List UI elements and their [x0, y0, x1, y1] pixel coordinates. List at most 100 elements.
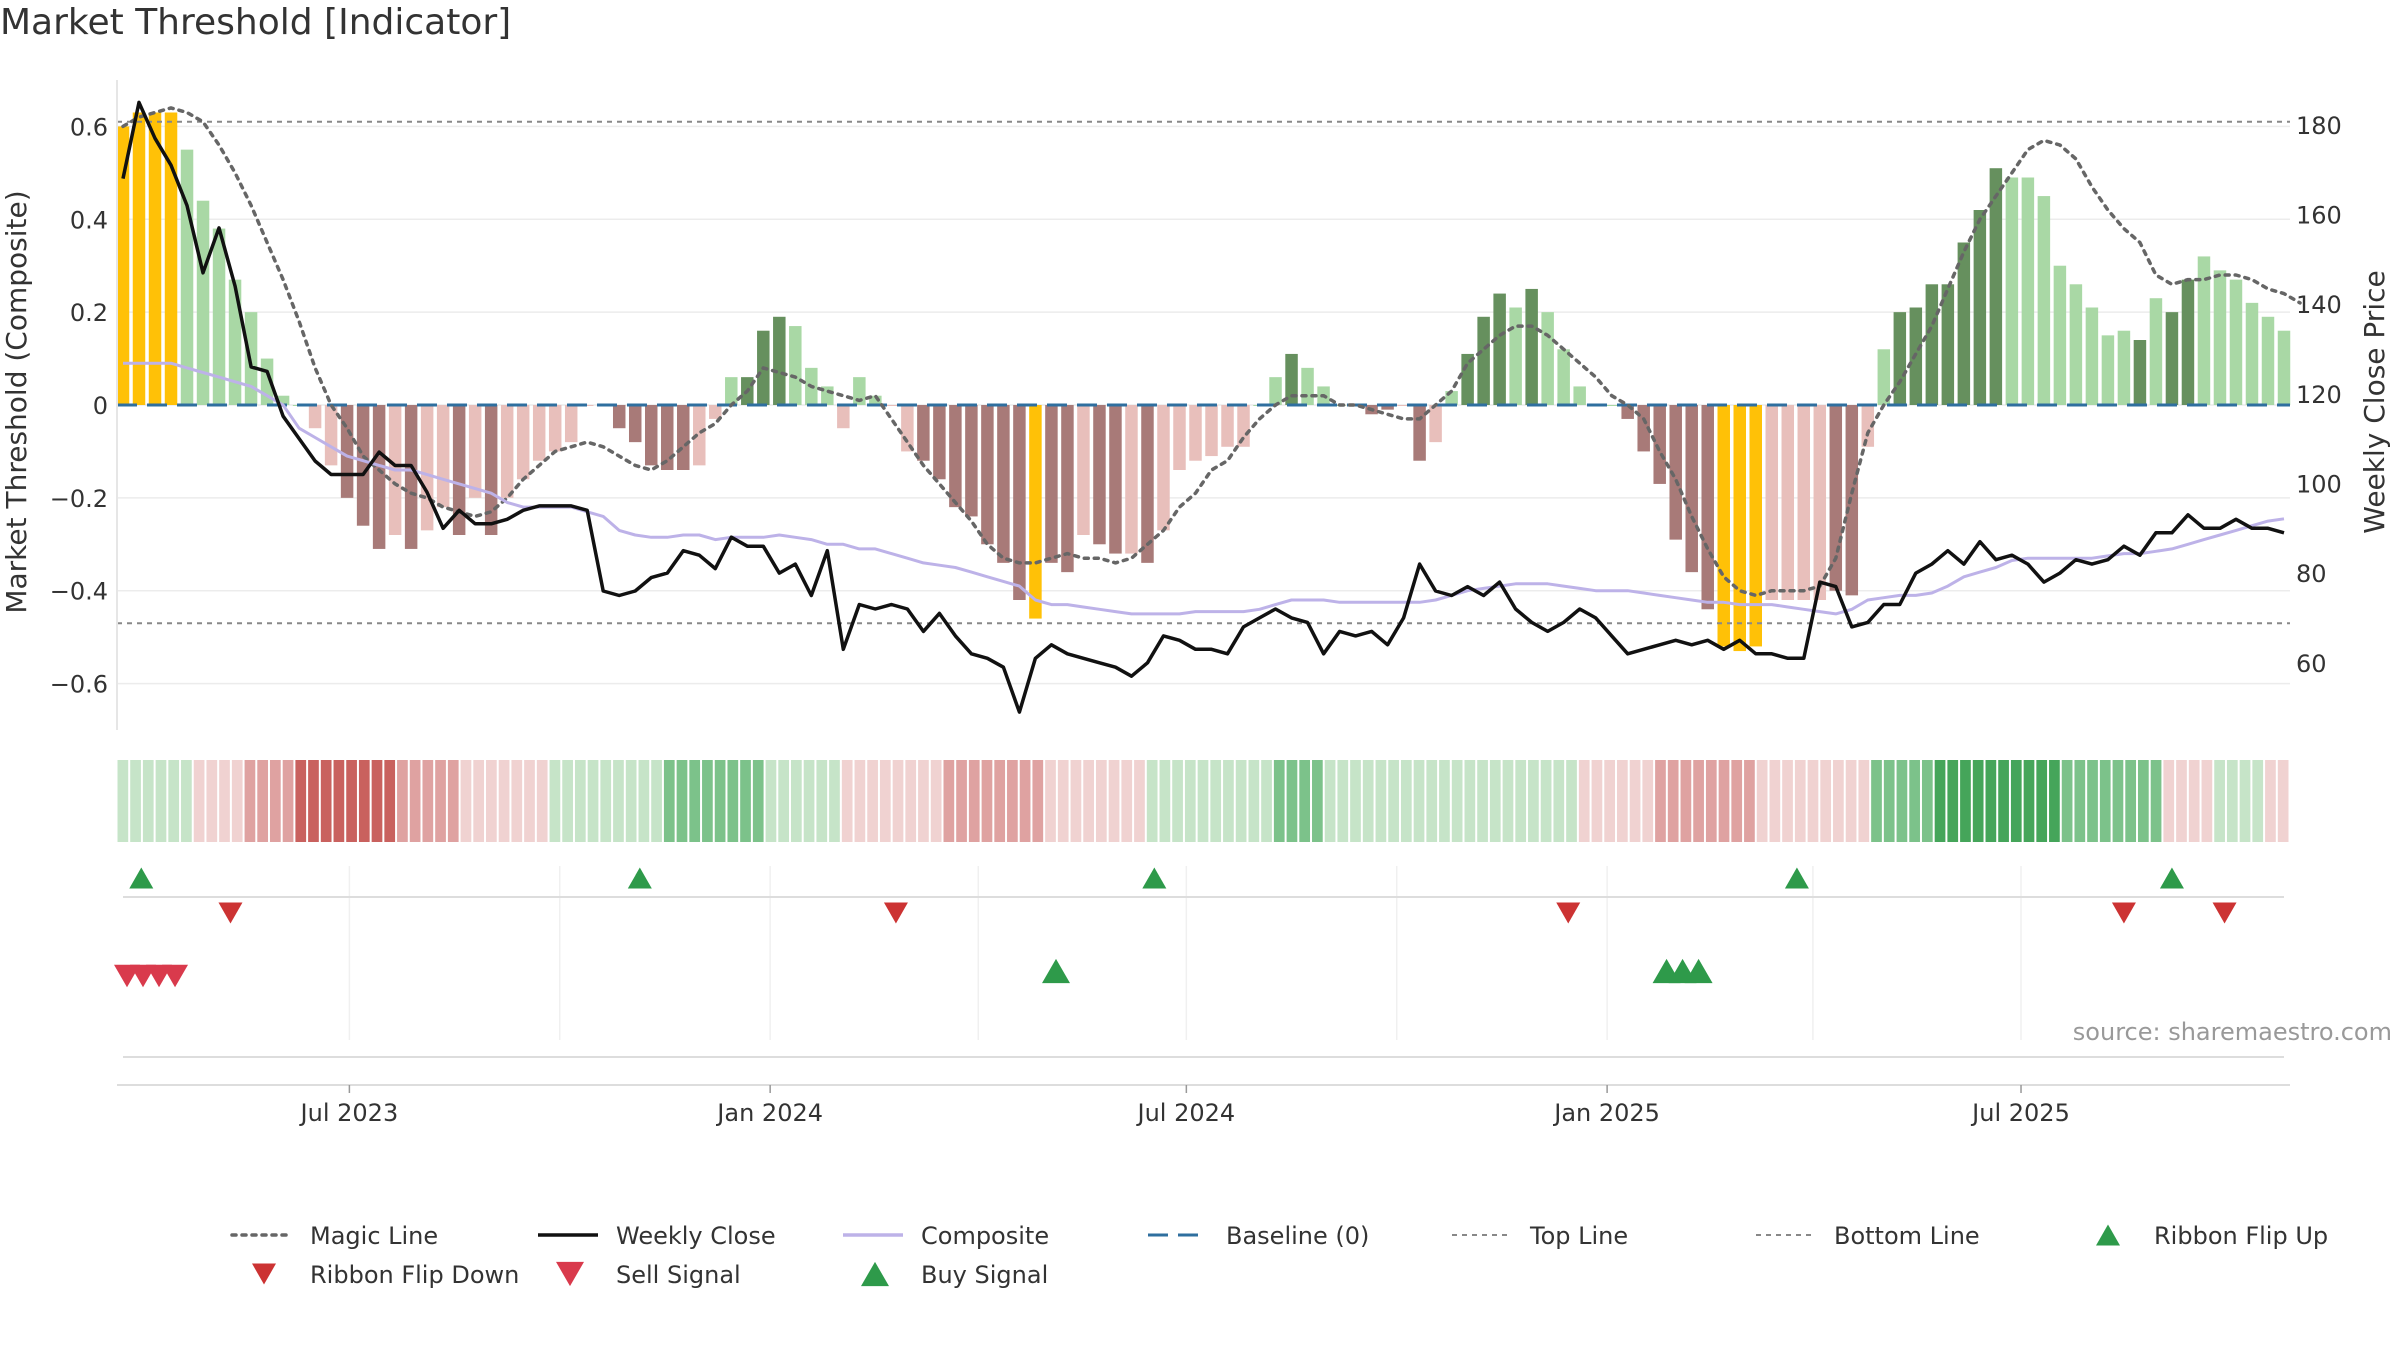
threshold-bar — [212, 228, 226, 405]
ribbon-cell — [2087, 760, 2098, 842]
threshold-bar — [2149, 298, 2163, 405]
ribbon-cell — [689, 760, 701, 842]
legend-marker — [861, 1261, 889, 1287]
threshold-bar — [1157, 405, 1170, 531]
ribbon-cell — [384, 760, 396, 842]
ribbon-cell — [2049, 760, 2060, 842]
y2-tick-label: 100 — [2296, 470, 2342, 498]
y2-tick-label: 120 — [2296, 381, 2342, 409]
ribbon-cell — [1947, 760, 1959, 842]
ribbon-cell — [1083, 760, 1094, 842]
ribbon-cell — [282, 760, 294, 842]
threshold-bar — [1781, 405, 1795, 600]
threshold-bar — [484, 405, 498, 535]
threshold-bar — [1045, 405, 1058, 563]
ribbon-cell — [1235, 760, 1247, 842]
ribbon-cell — [587, 760, 599, 842]
ribbon-cell — [1566, 760, 1577, 842]
ribbon-cell — [397, 760, 408, 842]
ribbon-cell — [1845, 760, 1857, 842]
threshold-bar — [789, 326, 802, 405]
page-title: Market Threshold [Indicator] — [0, 2, 512, 43]
ribbon-cell — [447, 760, 459, 842]
ribbon-cell — [409, 760, 421, 842]
threshold-bar — [1301, 367, 1314, 405]
ribbon-cell — [1477, 760, 1488, 842]
threshold-bar — [1189, 405, 1202, 461]
ribbon-cell — [2265, 760, 2276, 842]
threshold-bar — [1061, 405, 1074, 573]
threshold-bar — [612, 405, 626, 429]
ribbon-cell — [1616, 760, 1628, 842]
ribbon-cell — [1972, 760, 1984, 842]
ribbon-cell — [295, 760, 307, 842]
threshold-bar — [164, 112, 178, 405]
ribbon-cell — [244, 760, 256, 842]
ribbon-cell — [142, 760, 154, 842]
ribbon-cell — [816, 760, 828, 842]
ribbon-cell — [1833, 760, 1844, 842]
ribbon-cell — [2188, 760, 2200, 842]
threshold-bar — [2117, 330, 2131, 405]
ribbon-cell — [269, 760, 281, 842]
ribbon-cell — [1794, 760, 1806, 842]
buy-signal-marker — [1042, 958, 1071, 984]
threshold-bar — [500, 405, 514, 498]
threshold-bar — [1013, 405, 1026, 600]
threshold-bar — [1509, 307, 1522, 405]
threshold-bar — [196, 200, 210, 405]
y-tick-label: −0.4 — [50, 578, 108, 606]
ribbon-cell — [1489, 760, 1501, 842]
ribbon-cell — [1705, 760, 1717, 842]
ribbon-flip-up-marker — [2159, 867, 2184, 889]
ribbon-cell — [2214, 760, 2225, 842]
threshold-bar — [1685, 405, 1698, 573]
ribbon-flip-down-marker — [2212, 902, 2237, 924]
ribbon-cell — [155, 760, 167, 842]
threshold-bar — [1429, 405, 1442, 443]
ribbon-cell — [346, 760, 357, 842]
ribbon-cell — [460, 760, 472, 842]
y-tick-label: 0.6 — [70, 113, 108, 141]
magic-line — [121, 106, 2302, 598]
ribbon-cell — [1591, 760, 1603, 842]
ribbon-cell — [168, 760, 180, 842]
ribbon-cell — [1159, 760, 1171, 842]
threshold-bar — [2021, 177, 2035, 405]
threshold-bar — [1397, 405, 1410, 406]
ribbon-cell — [1019, 760, 1031, 842]
ribbon-cell — [1439, 760, 1450, 842]
threshold-bar — [1813, 405, 1827, 600]
ribbon-flip-up-marker — [1784, 867, 1809, 889]
threshold-bar — [436, 405, 450, 508]
threshold-bar — [1957, 242, 1971, 405]
ribbon-cell — [968, 760, 980, 842]
ribbon-cell — [613, 760, 624, 842]
ribbon-cell — [1350, 760, 1361, 842]
legend-label: Bottom Line — [1834, 1222, 1980, 1250]
ribbon-cell — [1820, 760, 1832, 842]
ribbon-cell — [1553, 760, 1565, 842]
ribbon-cell — [1998, 760, 2009, 842]
threshold-bar — [773, 316, 786, 405]
ribbon-cell — [765, 760, 777, 842]
threshold-bar — [420, 405, 434, 531]
ribbon-cell — [1731, 760, 1743, 842]
ribbon-cell — [2239, 760, 2251, 842]
threshold-bar — [116, 126, 130, 405]
ribbon-cell — [1528, 760, 1539, 842]
legend-label: Composite — [921, 1222, 1049, 1250]
threshold-bar — [917, 405, 930, 461]
ribbon-cell — [1515, 760, 1527, 842]
series-lines — [117, 100, 2302, 714]
y-tick-label: 0.2 — [70, 299, 108, 327]
composite-line — [123, 361, 2285, 616]
source-note: source: sharemaestro.com — [2073, 1018, 2392, 1046]
legend-label: Magic Line — [310, 1222, 438, 1250]
ribbon-cell — [1655, 760, 1666, 842]
ribbon-cell — [1718, 760, 1730, 842]
threshold-bar — [580, 405, 594, 406]
ribbon-cell — [2010, 760, 2022, 842]
ribbon-cell — [206, 760, 218, 842]
threshold-bar — [1669, 405, 1682, 540]
